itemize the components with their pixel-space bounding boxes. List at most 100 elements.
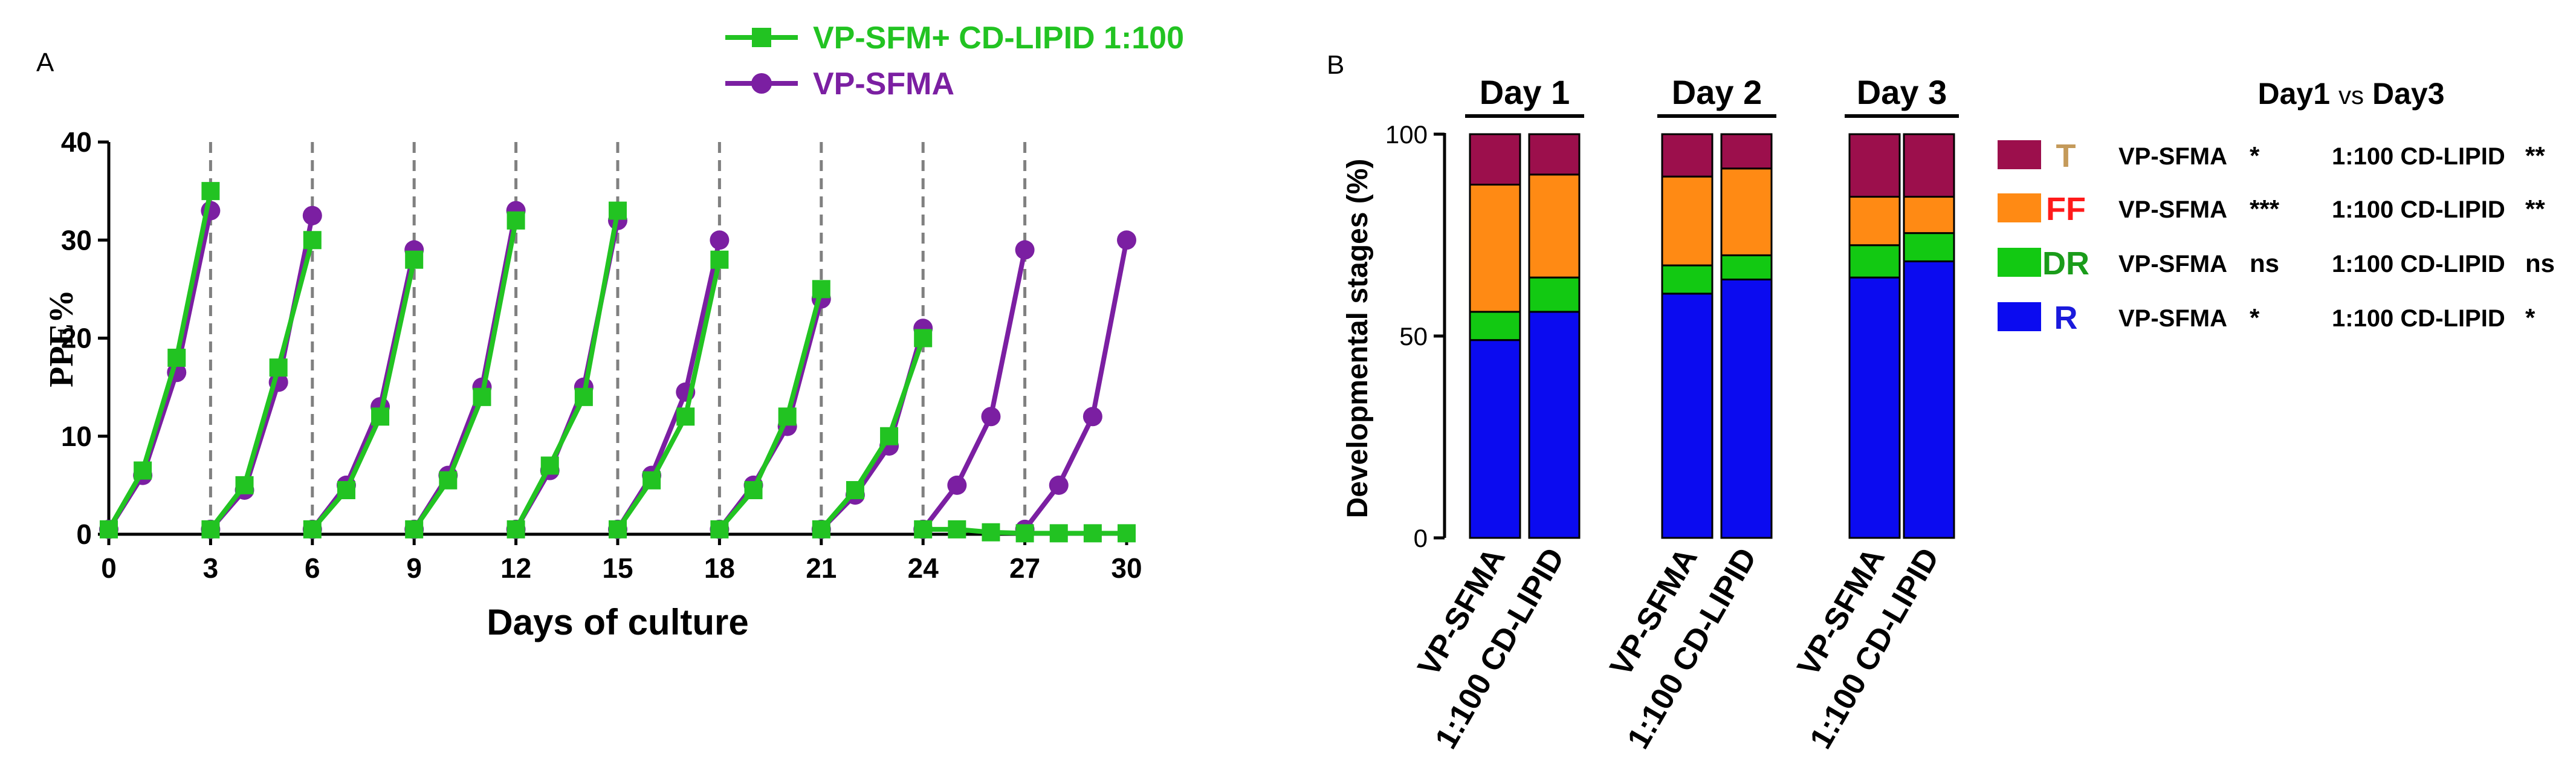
data-point-square (1049, 524, 1068, 543)
data-point-square (405, 250, 424, 269)
data-point-circle (1117, 230, 1136, 250)
x-tick-label: 12 (500, 552, 531, 584)
bar-segment-r (1720, 278, 1773, 539)
bar-segment-ff (1661, 175, 1714, 267)
data-point-square (1118, 524, 1136, 543)
series-line-segment (209, 215, 315, 531)
panel-b-group-headers: Day 1 Day 2 Day 3 (1465, 73, 1959, 118)
bar-segment-t (1469, 133, 1521, 186)
data-point-square (405, 520, 424, 538)
series-line-segment (310, 249, 417, 531)
data-point-circle (302, 205, 322, 225)
panel-b-y-ticks: 0 50 100 (1385, 120, 1445, 552)
series-line-segment (1023, 239, 1129, 531)
series-line-segment (717, 288, 824, 531)
stacked-bar (1903, 133, 1955, 539)
data-point-square (201, 182, 220, 201)
data-point-circle (710, 230, 730, 250)
data-point-square (506, 211, 525, 230)
data-point-square (439, 471, 458, 490)
stacked-bar (1720, 133, 1773, 539)
stage-color-box (1998, 302, 2041, 331)
stacked-bar (1528, 133, 1581, 539)
bar-segment-ff (1903, 196, 1955, 234)
bar-segment-t (1661, 133, 1714, 178)
bar-segment-ff (1848, 196, 1901, 247)
comparison-a-label: VP-SFMA (2118, 305, 2227, 332)
comparison-a-significance: *** (2250, 195, 2280, 223)
y-tick-label: 40 (61, 126, 92, 158)
comparison-a-label: VP-SFMA (2118, 143, 2227, 170)
data-point-square (201, 520, 220, 538)
data-point-square (914, 329, 933, 348)
legend-green-label: VP-SFM+ CD-LIPID 1:100 (813, 21, 1184, 56)
series-line-segment (412, 210, 519, 531)
y-tick-label: 0 (1414, 524, 1428, 552)
bar-segment-ff (1720, 167, 1773, 256)
bar-segment-dr (1469, 311, 1521, 341)
comparison-a-significance: ns (2250, 249, 2279, 277)
series-line-segment (209, 239, 315, 531)
series-line-segment (514, 220, 620, 531)
data-point-square (642, 471, 661, 490)
bar-segment-ff (1469, 184, 1521, 313)
panel-b-y-label: Developmental stages (%) (1342, 159, 1374, 519)
panel-a-x-ticks: 0 3 6 9 12 15 18 21 24 27 30 (101, 534, 1142, 584)
data-point-square (846, 480, 864, 499)
x-tick-label: 21 (806, 552, 837, 584)
stacked-bar (1469, 133, 1521, 539)
x-tick-label: 15 (602, 552, 633, 584)
data-point-square (303, 231, 322, 250)
stage-code: FF (2046, 191, 2086, 227)
series-green (100, 182, 1136, 543)
legend-purple-label: VP-SFMA (813, 66, 954, 102)
comparison-a-label: VP-SFMA (2118, 196, 2227, 223)
comparison-a-significance: * (2250, 303, 2260, 332)
comparison-b-label: 1:100 CD-LIPID (2332, 196, 2505, 223)
bar-segment-r (1903, 260, 1955, 539)
data-point-square (540, 456, 559, 475)
stage-code: DR (2042, 245, 2089, 282)
data-point-square (609, 520, 627, 538)
comparison-legend: T VP-SFMA * 1:100 CD-LIPID **FF VP-SFMA *** 1:1… (1998, 138, 2555, 336)
comparison-a-significance: * (2250, 141, 2260, 170)
stage-color-box (1998, 193, 2041, 222)
x-tick-label: 24 (908, 552, 939, 584)
data-point-circle (1015, 240, 1035, 260)
bar-segment-dr (1848, 244, 1901, 279)
comparison-b-label: 1:100 CD-LIPID (2332, 143, 2505, 170)
panel-a-letter: A (36, 48, 54, 77)
panel-a-series (99, 182, 1136, 543)
data-point-square (473, 387, 491, 406)
series-line-segment (310, 259, 417, 531)
data-point-square (167, 348, 186, 367)
x-tick-label: 27 (1009, 552, 1040, 584)
x-tick-label: 0 (101, 552, 117, 584)
data-point-square (1083, 524, 1102, 543)
data-point-square (134, 461, 152, 480)
series-line-segment (717, 298, 824, 531)
legend-purple-circle-marker (751, 73, 772, 94)
group-header: Day 3 (1857, 73, 1947, 111)
comparison-b-significance: ** (2525, 195, 2545, 223)
x-tick-label: 9 (406, 552, 422, 584)
data-point-square (235, 476, 254, 494)
comparison-title-text: Day1 vs Day3 (2257, 77, 2444, 111)
data-point-square (337, 480, 355, 499)
bar-segment-t (1720, 133, 1773, 170)
stacked-bar (1848, 133, 1901, 539)
panel-a-legend: VP-SFM+ CD-LIPID 1:100 VP-SFMA (725, 21, 1184, 102)
data-point-square (880, 427, 899, 445)
comparison-row-t: T VP-SFMA * 1:100 CD-LIPID ** (1998, 138, 2545, 174)
panel-b-letter: B (1327, 50, 1344, 80)
data-point-square (710, 520, 729, 538)
bar-segment-r (1528, 311, 1581, 539)
panel-a: A VP-SFM+ CD-LIPID 1:100 VP-SFMA 0102030… (36, 21, 1184, 642)
y-tick-label: 0 (76, 519, 92, 550)
x-tick-label: 30 (1111, 552, 1142, 584)
bar-segment-r (1848, 276, 1901, 539)
data-point-circle (981, 407, 1001, 427)
bar-segment-r (1661, 293, 1714, 539)
panel-a-y-label: PPE% (43, 289, 80, 387)
bar-segment-ff (1528, 173, 1581, 279)
